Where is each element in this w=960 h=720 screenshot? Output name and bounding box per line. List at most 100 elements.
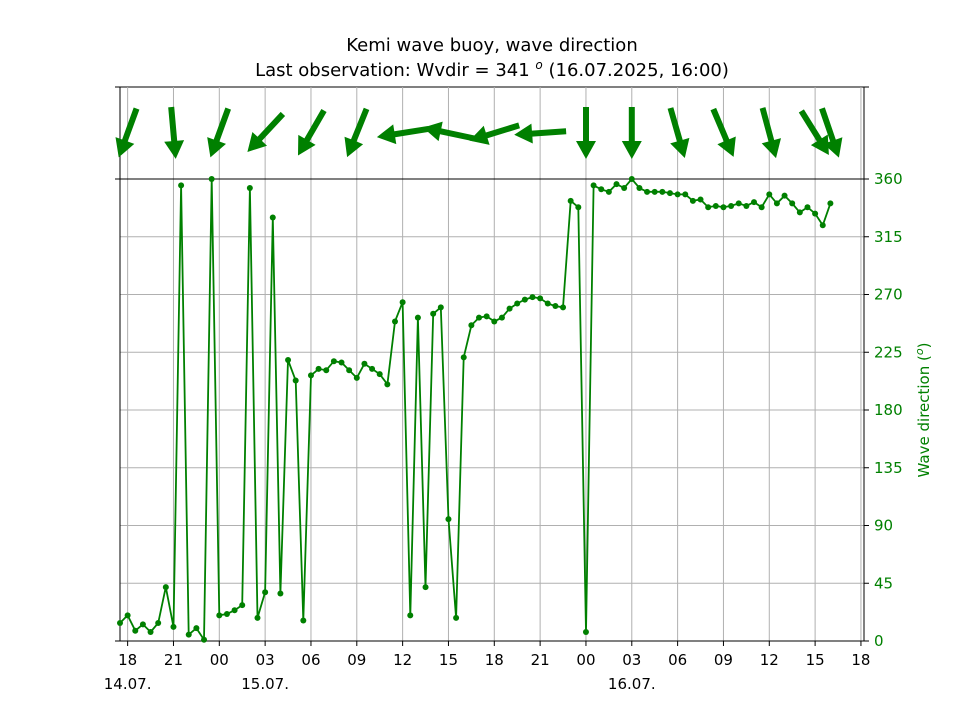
direction-arrow: [621, 107, 642, 159]
data-point: [720, 204, 727, 211]
data-point: [483, 313, 490, 320]
data-point: [781, 192, 788, 199]
data-point: [575, 204, 582, 211]
data-point: [445, 516, 452, 523]
data-point: [338, 359, 345, 366]
x-tick-label: 09: [714, 651, 733, 669]
data-point: [369, 365, 376, 372]
data-point: [246, 184, 253, 191]
x-tick-label: 06: [668, 651, 687, 669]
data-point: [277, 590, 284, 597]
data-point: [552, 303, 559, 310]
x-tick-label: 12: [760, 651, 779, 669]
data-point: [728, 202, 735, 209]
y-tick-label: 0: [874, 632, 884, 650]
data-point: [139, 621, 146, 628]
direction-arrow: [514, 123, 567, 144]
x-tick-label: 21: [164, 651, 183, 669]
data-point: [223, 611, 230, 618]
x-tick-label: 18: [485, 651, 504, 669]
y-tick-label: 90: [874, 517, 893, 535]
direction-arrow: [710, 107, 736, 157]
data-point: [796, 209, 803, 216]
data-point: [689, 197, 696, 204]
x-tick-label: 18: [118, 651, 137, 669]
y-tick-label: 180: [874, 401, 903, 419]
direction-arrow: [164, 106, 185, 159]
data-point: [521, 296, 528, 303]
data-point: [239, 602, 246, 609]
data-point: [613, 181, 620, 188]
data-point: [460, 354, 467, 361]
data-point: [659, 188, 666, 195]
data-point: [773, 200, 780, 207]
data-point: [636, 184, 643, 191]
y-tick-label: 45: [874, 574, 893, 592]
data-point: [705, 204, 712, 211]
data-point: [621, 184, 628, 191]
x-tick-label: 12: [393, 651, 412, 669]
data-point: [269, 214, 276, 221]
direction-arrow: [798, 109, 829, 155]
direction-arrow: [115, 107, 140, 158]
data-point: [407, 612, 414, 619]
data-point: [812, 210, 819, 217]
data-point: [674, 191, 681, 198]
data-point: [384, 381, 391, 388]
x-tick-label: 15: [806, 651, 825, 669]
data-point: [537, 295, 544, 302]
x-tick-label: 18: [851, 651, 870, 669]
grid-lines: [120, 87, 864, 642]
direction-arrow: [247, 111, 286, 152]
data-point: [422, 584, 429, 591]
data-point: [262, 589, 269, 596]
data-point: [735, 200, 742, 207]
data-point: [170, 623, 177, 630]
x-tick-label: 03: [256, 651, 275, 669]
data-point: [628, 176, 635, 182]
data-point: [476, 314, 483, 321]
data-point: [529, 294, 536, 301]
data-point: [644, 188, 651, 195]
data-point: [254, 614, 261, 621]
data-point: [330, 358, 337, 365]
direction-arrow: [759, 107, 781, 159]
data-point: [185, 631, 192, 638]
data-point: [376, 371, 383, 378]
y-tick-label: 315: [874, 228, 903, 246]
y-tick-label: 135: [874, 459, 903, 477]
direction-arrows: [115, 106, 843, 159]
data-point: [361, 360, 368, 367]
data-point: [560, 304, 567, 311]
data-point: [430, 310, 437, 317]
data-point: [414, 314, 421, 321]
direction-arrow: [819, 107, 843, 158]
data-point: [307, 372, 314, 379]
data-point: [491, 318, 498, 325]
data-point: [437, 304, 444, 311]
x-tick-label: 21: [531, 651, 550, 669]
data-point: [353, 374, 360, 381]
direction-arrow: [667, 107, 690, 158]
data-point: [391, 318, 398, 325]
data-point: [147, 629, 154, 636]
data-point: [666, 190, 673, 197]
data-point: [178, 182, 185, 189]
data-point: [323, 367, 330, 374]
direction-arrow: [207, 107, 231, 158]
data-point: [193, 625, 200, 632]
data-point: [766, 191, 773, 198]
data-point: [758, 204, 765, 211]
x-tick-label: 09: [347, 651, 366, 669]
data-point: [582, 629, 589, 636]
data-point: [590, 182, 597, 189]
data-point: [453, 614, 460, 621]
data-point: [827, 200, 834, 207]
date-label: 14.07.: [104, 675, 152, 693]
series-wave-direction: [117, 176, 834, 643]
series-line: [119, 177, 832, 643]
data-point: [743, 202, 750, 209]
direction-arrow: [576, 107, 596, 159]
data-point: [162, 584, 169, 591]
